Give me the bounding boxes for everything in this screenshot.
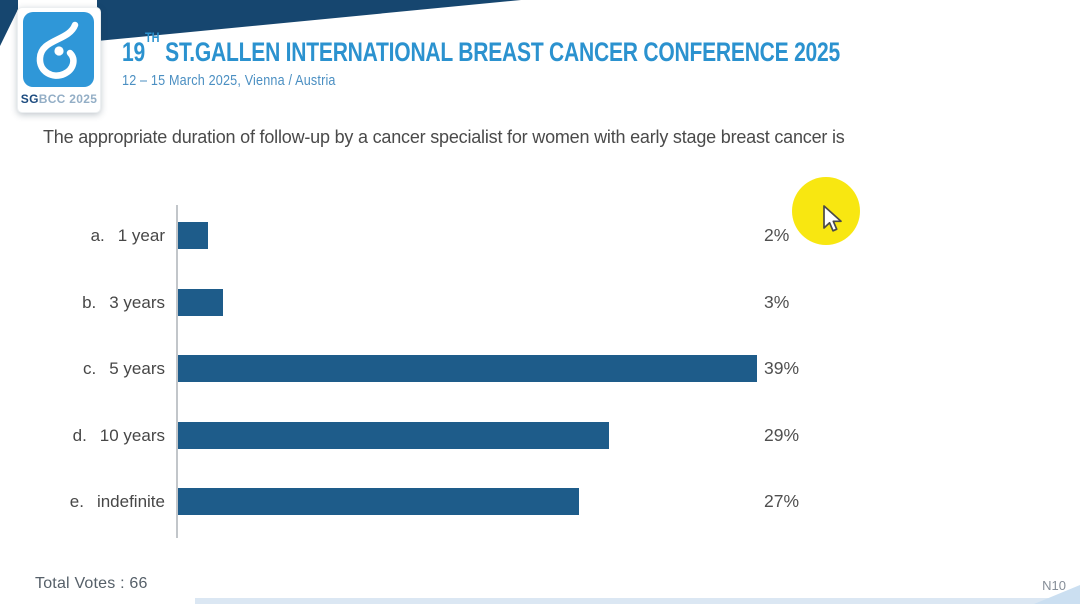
title-number: 19 [122, 37, 145, 67]
option-text: 5 years [109, 358, 165, 378]
option-key: b. [82, 292, 97, 312]
percentage-label: 2% [764, 225, 790, 245]
chart-row: e. indefinite 27% [0, 488, 1080, 515]
option-key: c. [83, 358, 97, 378]
conference-subtitle: 12 – 15 March 2025, Vienna / Austria [122, 73, 336, 89]
title-ordinal: TH [144, 29, 160, 45]
slide-code: N10 [1042, 578, 1066, 593]
option-key: e. [69, 491, 84, 511]
result-bar [178, 488, 579, 515]
option-text: indefinite [96, 491, 165, 511]
result-bar [178, 355, 757, 382]
percentage-label: 29% [764, 425, 800, 445]
option-label: b. 3 years [82, 289, 165, 316]
sgbcc-drop-logo-icon [23, 12, 94, 87]
poll-question: The appropriate duration of follow-up by… [43, 127, 845, 147]
option-label: c. 5 years [83, 355, 165, 382]
logo-wordmark-bold: SG [20, 92, 39, 106]
option-key: d. [72, 425, 87, 445]
drop-icon [36, 21, 78, 79]
logo-wordmark: SGBCC 2025 [18, 92, 100, 106]
option-text: 10 years [99, 425, 165, 445]
percentage-label: 3% [764, 292, 790, 312]
option-label: e. indefinite [70, 488, 165, 515]
chart-row: d. 10 years 29% [0, 422, 1080, 449]
logo-wordmark-light: BCC 2025 [38, 92, 98, 106]
header-title-block: 19TH ST.GALLEN INTERNATIONAL BREAST CANC… [122, 29, 1043, 89]
option-text: 1 year [117, 225, 165, 245]
result-bar [178, 289, 223, 316]
option-label: d. 10 years [73, 422, 165, 449]
option-key: a. [90, 225, 105, 245]
option-text: 3 years [109, 292, 165, 312]
result-bar [178, 222, 208, 249]
sgbcc-logo-card: SGBCC 2025 [17, 7, 101, 113]
option-label: a. 1 year [91, 222, 165, 249]
conference-title: 19TH ST.GALLEN INTERNATIONAL BREAST CANC… [122, 29, 840, 68]
percentage-label: 39% [764, 358, 800, 378]
result-bar [178, 422, 609, 449]
chart-row: a. 1 year 2% [0, 222, 1080, 249]
bottom-accent-strip [195, 598, 1080, 604]
mouse-cursor-icon [823, 205, 842, 232]
percentage-label: 27% [764, 491, 800, 511]
total-votes-label: Total Votes : 66 [35, 575, 148, 592]
chart-axis-line [176, 205, 178, 538]
title-text: ST.GALLEN INTERNATIONAL BREAST CANCER CO… [159, 37, 840, 67]
chart-row: c. 5 years 39% [0, 355, 1080, 382]
chart-row: b. 3 years 3% [0, 289, 1080, 316]
